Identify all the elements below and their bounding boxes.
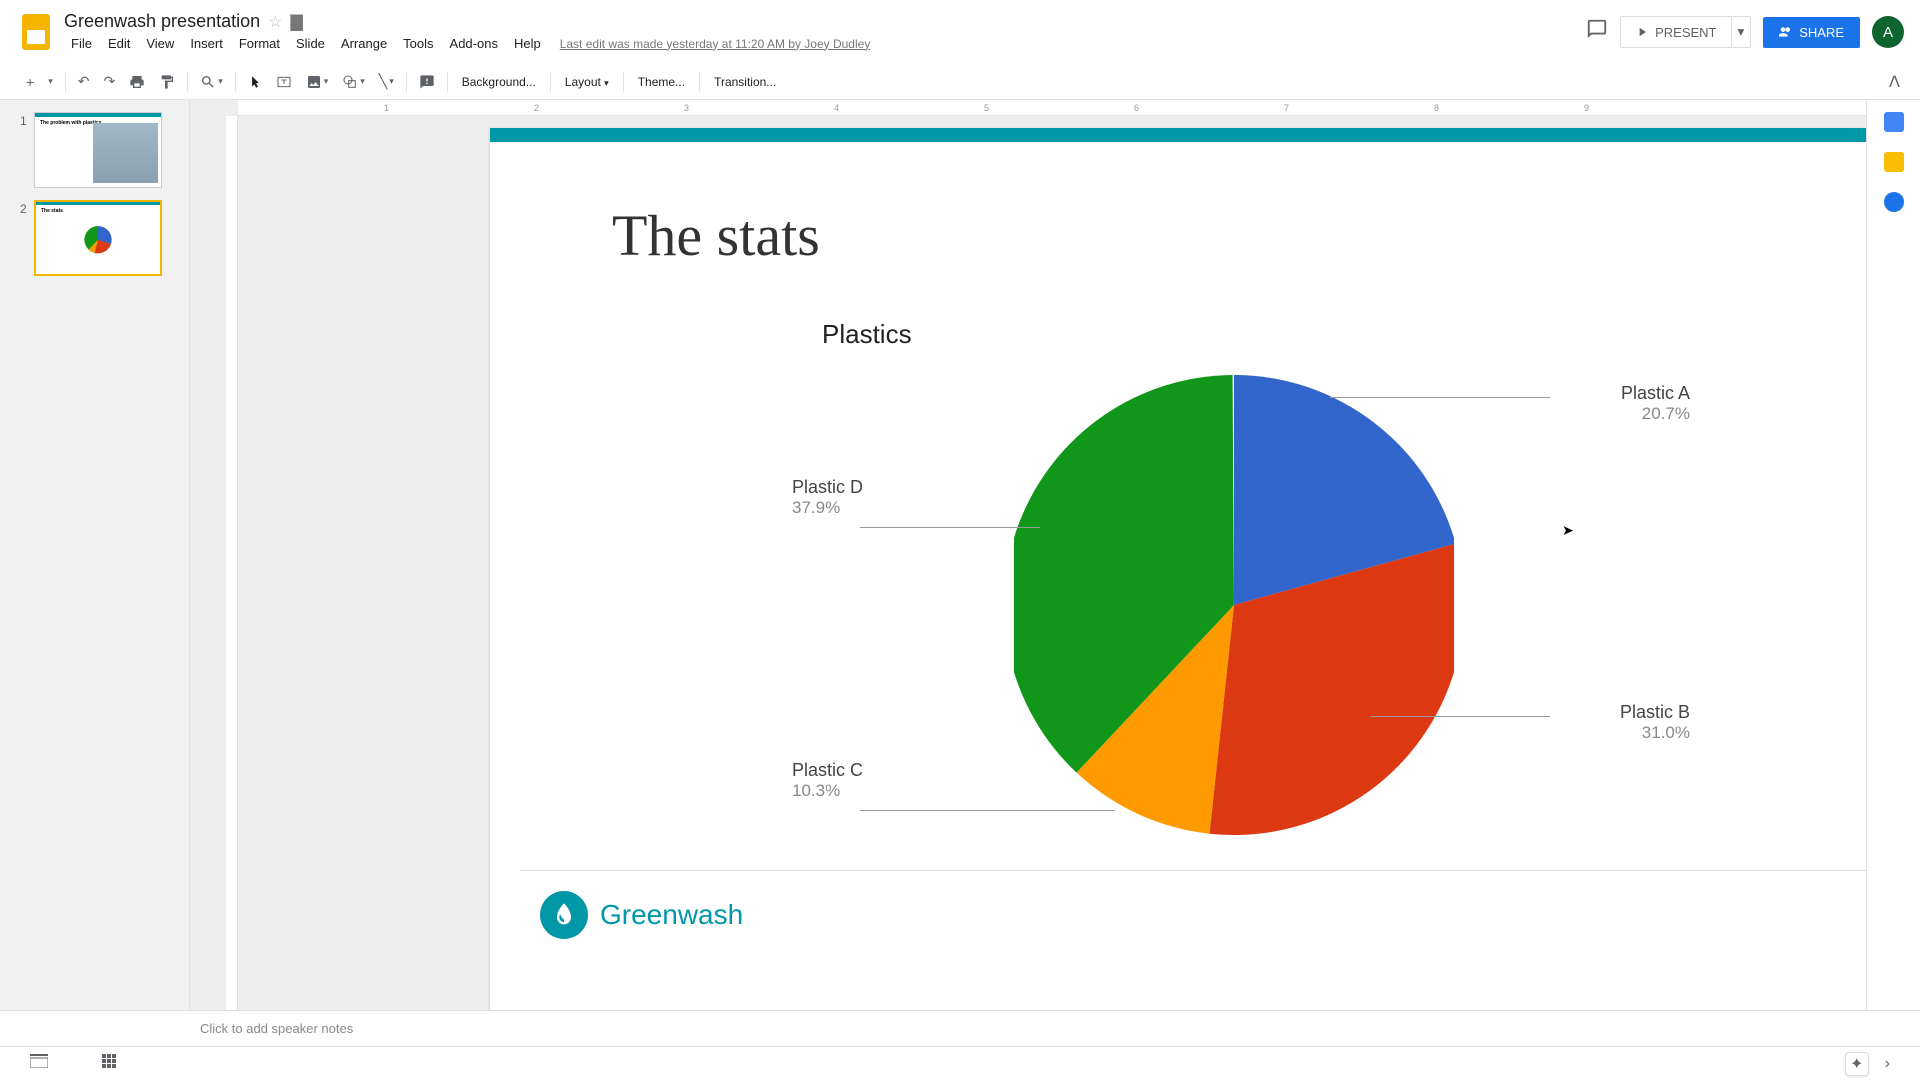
background-button[interactable]: Background... — [454, 71, 544, 93]
speaker-notes-placeholder: Click to add speaker notes — [200, 1021, 353, 1036]
share-label: SHARE — [1799, 25, 1844, 40]
tasks-addon-icon[interactable] — [1884, 192, 1904, 212]
layout-button[interactable]: Layout ▾ — [557, 71, 617, 93]
slides-logo[interactable] — [16, 12, 56, 52]
menu-edit[interactable]: Edit — [101, 34, 137, 53]
pie-label-a: Plastic A 20.7% — [1550, 383, 1690, 424]
textbox-tool[interactable] — [270, 70, 298, 94]
label-line-a — [1330, 397, 1550, 398]
slides-logo-icon — [22, 14, 50, 50]
menu-help[interactable]: Help — [507, 34, 548, 53]
slide-title[interactable]: The stats — [490, 142, 1866, 269]
thumbnail-2-wrap: 2 The stats — [20, 200, 169, 276]
menu-bar: File Edit View Insert Format Slide Arran… — [64, 34, 1586, 53]
paint-format-button[interactable] — [153, 70, 181, 94]
greenwash-logo-icon — [540, 891, 588, 939]
slide-canvas[interactable]: The stats Plastics Plastic A 20.7% Plast… — [490, 128, 1866, 1010]
new-slide-button[interactable]: + — [20, 70, 40, 94]
move-folder-icon[interactable]: ▇ — [290, 12, 302, 32]
present-label: PRESENT — [1655, 25, 1716, 40]
separator — [235, 72, 236, 92]
title-area: Greenwash presentation ☆ ▇ File Edit Vie… — [64, 11, 1586, 53]
last-edit-info[interactable]: Last edit was made yesterday at 11:20 AM… — [560, 37, 871, 51]
transition-button[interactable]: Transition... — [706, 71, 784, 93]
side-panel-toggle-icon[interactable]: › — [1885, 1055, 1890, 1073]
account-avatar[interactable]: A — [1872, 16, 1904, 48]
undo-button[interactable]: ↶ — [72, 69, 96, 94]
select-tool[interactable] — [242, 71, 268, 93]
separator — [65, 72, 66, 92]
menu-tools[interactable]: Tools — [396, 34, 440, 53]
redo-button[interactable]: ↷ — [97, 69, 121, 94]
greenwash-logo-text: Greenwash — [600, 899, 743, 931]
slide-footer: Greenwash — [490, 871, 1866, 959]
menu-addons[interactable]: Add-ons — [443, 34, 505, 53]
speaker-notes[interactable]: Click to add speaker notes — [0, 1010, 1920, 1046]
separator — [447, 72, 448, 92]
calendar-addon-icon[interactable] — [1884, 112, 1904, 132]
share-button[interactable]: SHARE — [1763, 17, 1860, 48]
label-line-d — [860, 527, 1040, 528]
print-button[interactable] — [123, 70, 151, 94]
separator — [406, 72, 407, 92]
pie-label-b: Plastic B 31.0% — [1550, 702, 1690, 743]
pie-label-d: Plastic D 37.9% — [792, 477, 863, 518]
thumbnail-panel: 1 The problem with plastics 2 The stats — [0, 100, 190, 1010]
theme-button[interactable]: Theme... — [630, 71, 693, 93]
grid-view-icon[interactable] — [102, 1054, 116, 1073]
present-dropdown[interactable]: ▾ — [1732, 16, 1752, 48]
vertical-ruler — [226, 116, 238, 1010]
shape-tool[interactable]: ▾ — [336, 70, 371, 94]
filmstrip-view-icon[interactable] — [30, 1054, 48, 1073]
separator — [187, 72, 188, 92]
menu-slide[interactable]: Slide — [289, 34, 332, 53]
slide-accent-bar — [490, 128, 1866, 142]
thumb-1-number: 1 — [20, 112, 34, 188]
present-button[interactable]: PRESENT — [1620, 16, 1731, 48]
separator — [699, 72, 700, 92]
keep-addon-icon[interactable] — [1884, 152, 1904, 172]
side-panel — [1866, 100, 1920, 1010]
status-bar: ✦ › — [0, 1046, 1920, 1080]
collapse-toolbar-icon[interactable]: ᐱ — [1889, 72, 1900, 92]
pie-svg — [1014, 370, 1454, 840]
label-line-b — [1370, 716, 1550, 717]
explore-button[interactable]: ✦ — [1845, 1052, 1869, 1076]
menu-file[interactable]: File — [64, 34, 99, 53]
menu-arrange[interactable]: Arrange — [334, 34, 394, 53]
separator — [623, 72, 624, 92]
pie-label-c: Plastic C 10.3% — [792, 760, 863, 801]
doc-title[interactable]: Greenwash presentation — [64, 11, 260, 32]
pie-chart[interactable]: Plastic A 20.7% Plastic B 31.0% Plastic … — [490, 350, 1866, 870]
menu-view[interactable]: View — [139, 34, 181, 53]
toolbar: + ▾ ↶ ↷ ▾ ▾ ▾ ╲ ▾ Background... Layout ▾… — [0, 64, 1920, 100]
comment-tool[interactable] — [413, 70, 441, 94]
menu-insert[interactable]: Insert — [183, 34, 230, 53]
label-line-c — [860, 810, 1115, 811]
thumbnail-1[interactable]: The problem with plastics — [34, 112, 162, 188]
horizontal-ruler: 1 2 3 4 5 6 7 8 9 — [238, 100, 1866, 116]
separator — [550, 72, 551, 92]
comments-icon[interactable] — [1586, 18, 1608, 46]
avatar-letter: A — [1883, 24, 1893, 41]
thumbnail-2[interactable]: The stats — [34, 200, 162, 276]
zoom-button[interactable]: ▾ — [194, 70, 229, 94]
chart-title[interactable]: Plastics — [490, 269, 1866, 350]
thumbnail-1-wrap: 1 The problem with plastics — [20, 112, 169, 188]
app-header: Greenwash presentation ☆ ▇ File Edit Vie… — [0, 0, 1920, 64]
star-icon[interactable]: ☆ — [268, 12, 282, 32]
header-right: PRESENT ▾ SHARE A — [1586, 16, 1904, 48]
thumb-2-number: 2 — [20, 200, 34, 276]
image-tool[interactable]: ▾ — [300, 70, 335, 94]
canvas-area[interactable]: 1 2 3 4 5 6 7 8 9 The stats Plastics Pla… — [190, 100, 1866, 1010]
menu-format[interactable]: Format — [232, 34, 287, 53]
cursor: ➤ — [1562, 522, 1574, 539]
main-area: 1 The problem with plastics 2 The stats — [0, 100, 1920, 1010]
line-tool[interactable]: ╲ ▾ — [373, 69, 400, 94]
new-slide-dropdown[interactable]: ▾ — [42, 72, 59, 91]
